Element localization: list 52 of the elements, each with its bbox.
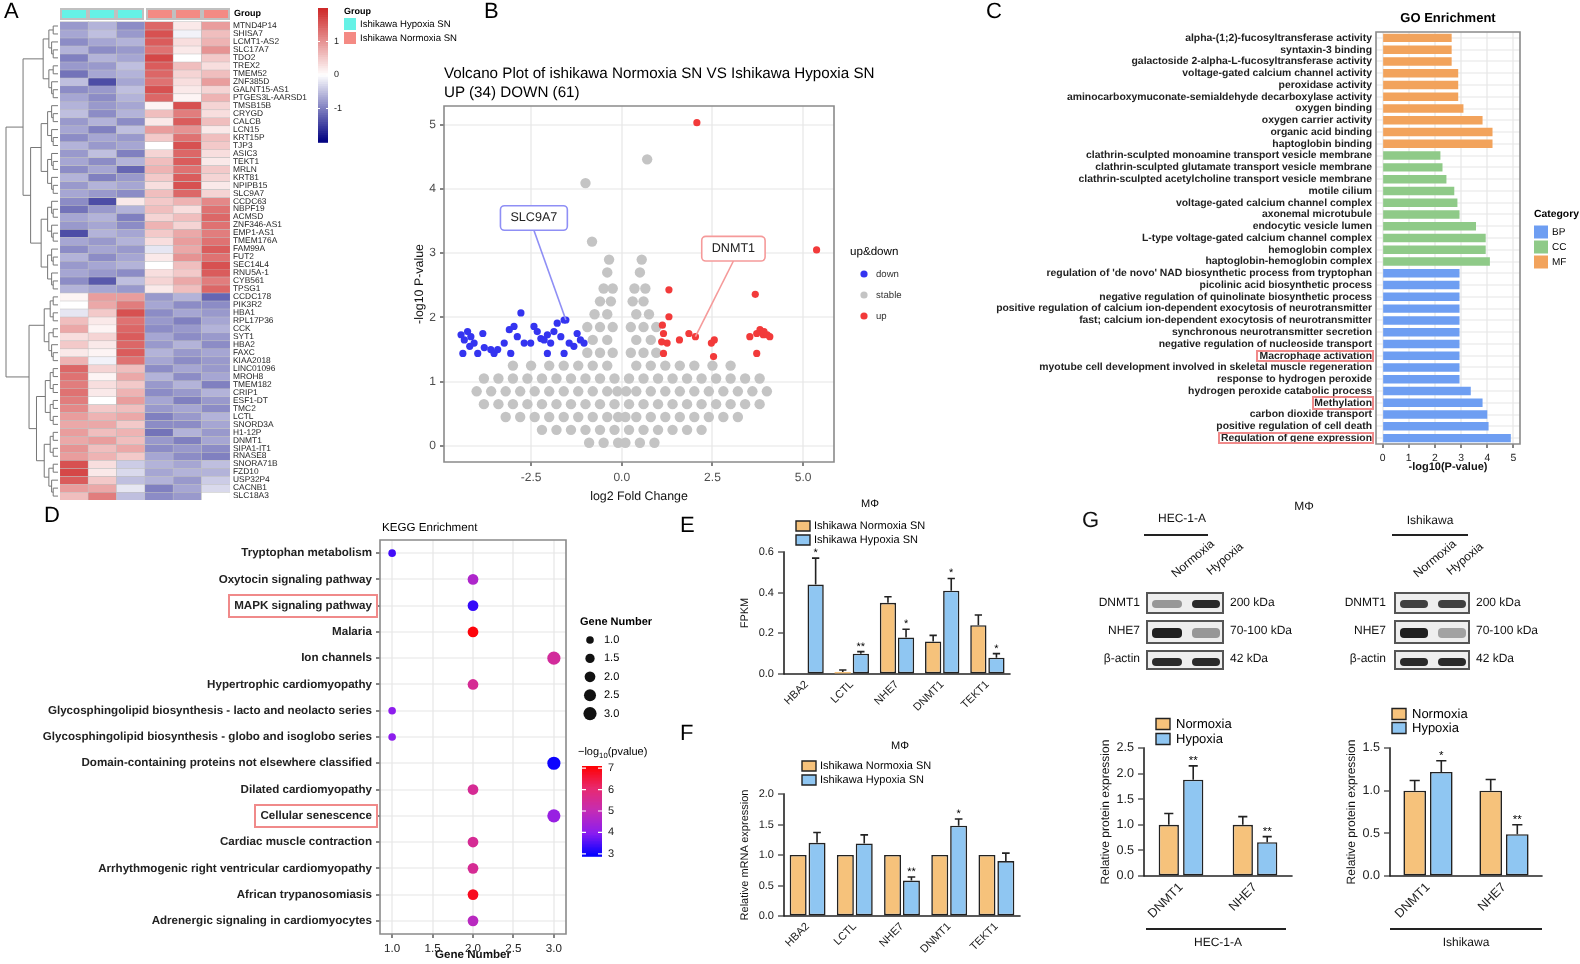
point bbox=[500, 339, 508, 347]
point bbox=[665, 313, 673, 321]
point bbox=[505, 326, 513, 334]
point bbox=[517, 309, 525, 317]
point bbox=[751, 290, 759, 298]
point bbox=[560, 349, 568, 357]
point bbox=[533, 327, 541, 336]
point bbox=[543, 349, 551, 357]
point bbox=[658, 321, 666, 329]
point bbox=[513, 333, 521, 341]
point bbox=[547, 339, 555, 347]
point bbox=[659, 329, 668, 338]
text: D bbox=[44, 504, 60, 529]
text: C bbox=[986, 0, 1002, 25]
text: A bbox=[4, 0, 20, 25]
bar bbox=[1383, 80, 1459, 90]
point bbox=[527, 339, 535, 347]
point bbox=[570, 342, 578, 350]
point bbox=[658, 338, 666, 346]
text: B bbox=[484, 0, 499, 25]
point bbox=[557, 333, 565, 341]
point bbox=[663, 339, 671, 347]
point bbox=[693, 119, 701, 127]
bar bbox=[1383, 139, 1493, 149]
point bbox=[665, 286, 673, 294]
point bbox=[530, 322, 538, 331]
point bbox=[480, 344, 488, 352]
point bbox=[460, 336, 468, 344]
point bbox=[474, 349, 482, 357]
point bbox=[507, 349, 515, 357]
point bbox=[709, 353, 718, 361]
text: E bbox=[680, 514, 695, 539]
point bbox=[812, 246, 821, 254]
text: F bbox=[680, 722, 694, 747]
point bbox=[510, 322, 518, 331]
bar bbox=[1383, 386, 1471, 396]
point bbox=[685, 329, 693, 338]
point bbox=[573, 329, 581, 338]
point bbox=[659, 349, 668, 357]
point bbox=[479, 329, 487, 338]
point bbox=[467, 333, 475, 341]
point bbox=[746, 333, 754, 341]
point bbox=[753, 349, 761, 357]
text: G bbox=[1082, 509, 1100, 533]
point bbox=[520, 339, 528, 347]
point bbox=[459, 349, 467, 357]
point bbox=[691, 333, 700, 341]
point bbox=[550, 327, 558, 336]
point bbox=[463, 327, 472, 336]
point bbox=[553, 319, 561, 327]
bar bbox=[1383, 233, 1486, 243]
point bbox=[675, 336, 684, 344]
